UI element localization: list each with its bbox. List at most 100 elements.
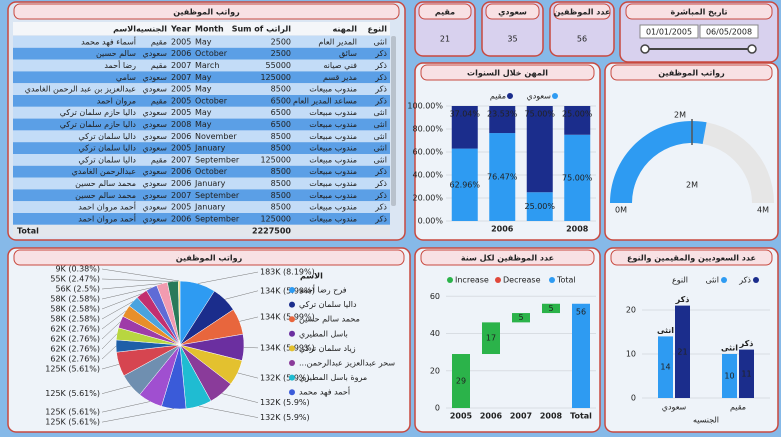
table-row [13, 201, 390, 213]
table-cell: ذكر [374, 85, 387, 94]
panel-header [610, 64, 773, 81]
legend-label: داليا سلمان تركي [299, 300, 357, 309]
legend-dot [289, 316, 295, 323]
leader-line [224, 290, 259, 300]
card-header [553, 3, 611, 20]
table-cell: سالم حسين [96, 49, 136, 58]
table-cell: ذكر [374, 61, 387, 70]
table-cell: سعودي [142, 73, 167, 82]
table-cell: سعودي [142, 85, 167, 94]
date-box [699, 24, 759, 39]
data-label: 132K (5.9%) [260, 413, 310, 422]
leader-line [101, 364, 120, 370]
legend-dot [753, 277, 759, 283]
x-tick-label: 2007 [510, 412, 532, 421]
panel-title: عدد السعوديين والمقيمين والنوع [627, 254, 756, 263]
leader-line [101, 401, 151, 413]
table-cell: 2006 [171, 132, 191, 141]
table-cell: 2007 [171, 73, 191, 82]
legend-label: ذكر [738, 276, 751, 285]
data-label: 58K (2.58%) [50, 305, 100, 314]
table-cell: أحمد مروان احمد [78, 202, 136, 212]
table-cell: 6500 [271, 96, 291, 105]
table-cell: داليا حازم سلمان تركي [60, 108, 137, 117]
table-row [13, 47, 390, 60]
table-cell: May [195, 37, 212, 46]
table-cell: انثى [373, 37, 387, 46]
table-row [13, 213, 390, 225]
bar [658, 336, 673, 398]
table-cell: September [195, 155, 240, 164]
table-cell: 2005 [171, 96, 191, 105]
target-label: 2M [674, 111, 686, 120]
table-cell: أحمد مروان احمد [78, 213, 136, 223]
table-cell: 2008 [171, 120, 191, 129]
table-row [13, 71, 390, 84]
panel [604, 62, 779, 241]
x-tick-label: 2008 [540, 412, 563, 421]
bar-segment [526, 106, 553, 193]
table-cell: September [195, 191, 240, 200]
data-label: 132K (5.9%) [260, 398, 310, 407]
table-cell: داليا سلمان تركي [78, 132, 136, 141]
leader-line [101, 310, 126, 330]
table-row [13, 106, 390, 119]
table-cell: 125000 [260, 155, 291, 164]
panel-title: المهن خلال السنوات [467, 69, 548, 78]
y-tick-label: 100.00% [407, 102, 443, 111]
panel-header [610, 249, 773, 266]
table-cell: مندوب مبيعات [309, 85, 357, 94]
legend-label: Decrease [503, 276, 541, 285]
y-tick-label: 80.00% [412, 125, 443, 134]
table-cell: محمد سالم حسين [75, 191, 136, 200]
data-label: 132K (5.9%) [260, 374, 310, 383]
table-cell: مندوب مبيعات [309, 214, 357, 223]
x-tick-label: 2006 [480, 412, 503, 421]
table-row [13, 83, 390, 95]
legend-title: الاسم [300, 272, 323, 281]
panel-header [13, 3, 400, 20]
card-label: عدد الموظفين [554, 8, 611, 17]
data-label: 56K (2.5%) [55, 285, 100, 294]
y-tick-label: 20 [430, 366, 440, 375]
table-cell: January [194, 179, 226, 188]
panel-header [420, 64, 595, 81]
table-cell: ذكر [374, 73, 387, 82]
table-cell: مندوب مبيعات [309, 144, 357, 153]
column-header: الجنسيه [136, 25, 167, 34]
table-cell: مندوب مبيعات [309, 191, 357, 200]
table-cell: 125000 [260, 214, 291, 223]
table-cell: مدير قسم [323, 73, 357, 82]
leader-line [101, 408, 174, 423]
x-tick-label: 2005 [450, 412, 473, 421]
data-label: 58K (2.58%) [50, 295, 100, 304]
table-cell: سعودي [142, 49, 167, 58]
legend-dot [289, 287, 295, 293]
bar [572, 303, 590, 408]
bar [739, 349, 754, 398]
data-label: 134K (5.99%) [260, 343, 315, 352]
legend-dot [447, 277, 453, 283]
legend-label: محمد سالم حسين [299, 315, 360, 324]
slicer-title: تاريخ المباشرة [670, 8, 727, 17]
leader-line [101, 321, 121, 340]
legend-dot [289, 330, 295, 337]
bar [482, 322, 500, 355]
card-header [418, 3, 472, 20]
total-label: Total [17, 226, 39, 235]
leader-line [101, 345, 117, 360]
table-cell: September [195, 214, 240, 223]
leader-line [101, 268, 180, 282]
data-label: 5 [548, 304, 553, 313]
table-row [13, 36, 390, 48]
legend-dot [289, 374, 295, 381]
y-tick-label: 20 [626, 306, 636, 315]
table-cell: مروان احمد [97, 96, 136, 105]
legend-dot [721, 277, 727, 283]
table-cell: انثى [373, 108, 387, 117]
table-cell: 2006 [171, 214, 191, 223]
table-cell: داليا حازم سلمان تركي [60, 120, 137, 129]
table-cell: سعودي [142, 108, 167, 117]
bar-series-label: ذكر [675, 295, 690, 304]
table-cell: 2500 [271, 49, 291, 58]
